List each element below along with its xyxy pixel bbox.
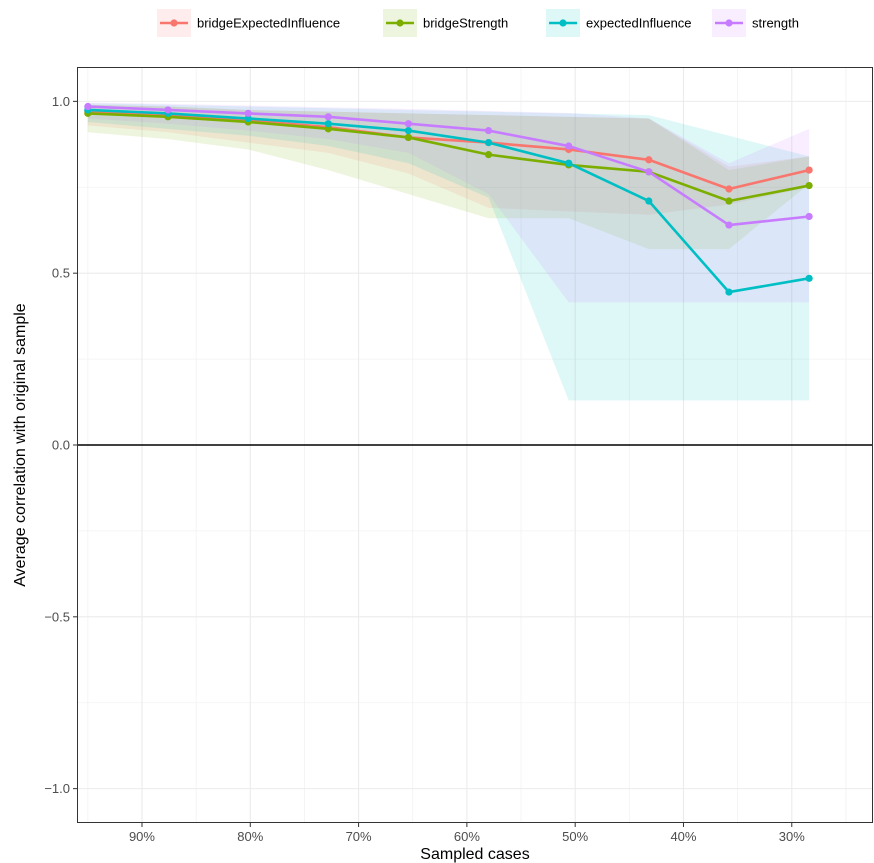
point-strength [805,212,813,221]
legend-item-expectedInfluence: expectedInfluence [546,9,692,37]
y-axis-title: Average correlation with original sample [12,303,29,587]
point-bridgeStrength [805,181,813,190]
x-axis: 90% 80% 70% 60% 50% 40% 30% [129,823,805,844]
y-tick-label: 0.0 [52,438,70,453]
legend-key-point [559,19,567,27]
point-strength [645,168,653,176]
legend-item-bridgeStrength: bridgeStrength [383,9,508,37]
point-bridgeStrength [324,125,332,133]
x-tick-label: 90% [129,829,155,844]
point-expectedInfluence [484,139,493,147]
y-tick-label: −0.5 [44,609,70,624]
legend-label: bridgeExpectedInfluence [197,16,340,31]
band-strength [87,102,810,303]
point-expectedInfluence [324,120,332,128]
legend-key-point [170,19,178,27]
confidence-bands [87,102,810,401]
point-expectedInfluence [404,126,412,135]
legend-key-point [396,19,404,27]
line-bridgeStrength [87,112,810,203]
band-expectedInfluence [87,103,810,401]
band-bridgeStrength [87,104,810,250]
panel-border [77,67,873,823]
x-axis-title: Sampled cases [420,846,529,863]
series-points [84,102,813,296]
point-strength [484,126,493,135]
point-strength [565,142,573,150]
line-expectedInfluence [87,108,810,294]
legend-label: expectedInfluence [586,16,692,31]
legend-key-point [725,19,733,27]
x-tick-label: 30% [779,829,805,844]
point-expectedInfluence [244,114,252,123]
point-strength [84,102,92,111]
y-tick-label: 0.5 [52,266,70,281]
point-bridgeStrength [484,151,493,159]
y-axis: 1.0 0.5 0.0 −0.5 −1.0 [44,94,77,796]
x-tick-label: 50% [562,829,588,844]
point-strength [404,120,412,128]
point-expectedInfluence [805,274,813,282]
point-bridgeExpectedInfluence [805,166,813,174]
x-tick-label: 40% [670,829,696,844]
series-lines [87,105,810,294]
y-tick-label: 1.0 [52,94,70,109]
legend-item-bridgeExpectedInfluence: bridgeExpectedInfluence [157,9,340,37]
x-tick-label: 60% [454,829,480,844]
band-bridgeExpectedInfluence [87,104,810,215]
point-strength [244,109,252,117]
point-bridgeExpectedInfluence [725,185,733,193]
point-strength [324,113,332,121]
plot-panel [77,67,873,823]
point-expectedInfluence [565,159,573,167]
point-expectedInfluence [725,288,733,296]
point-expectedInfluence [645,197,653,205]
legend-label: strength [752,16,799,31]
point-strength [725,221,733,229]
line-strength [87,105,810,227]
point-strength [164,106,172,114]
x-tick-label: 70% [346,829,372,844]
legend: bridgeExpectedInfluence bridgeStrength exp… [157,9,799,37]
legend-item-strength: strength [712,9,799,37]
x-tick-label: 80% [237,829,263,844]
y-tick-label: −1.0 [44,781,70,796]
point-bridgeStrength [404,133,412,142]
point-bridgeStrength [725,197,733,205]
line-bridgeExpectedInfluence [87,110,810,191]
legend-label: bridgeStrength [423,16,508,31]
point-bridgeExpectedInfluence [645,156,653,164]
